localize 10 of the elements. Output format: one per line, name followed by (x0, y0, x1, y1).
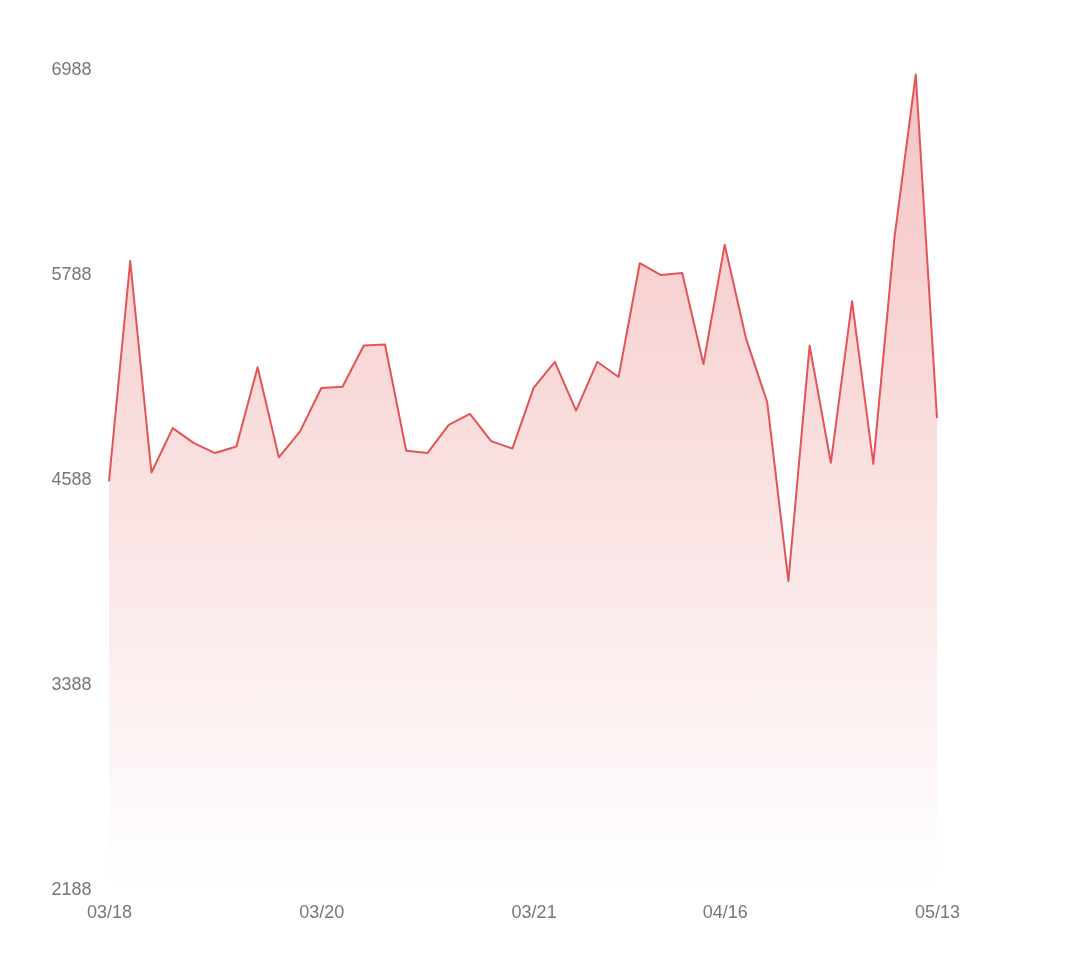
y-tick-label: 2188 (51, 878, 92, 899)
y-tick-label: 3388 (51, 673, 92, 694)
x-tick-label: 03/20 (299, 901, 345, 922)
x-tick-label: 04/16 (702, 901, 748, 922)
x-tick-label: 05/13 (914, 901, 961, 922)
x-tick-label: 03/18 (86, 901, 133, 922)
x-tick-label: 03/21 (511, 901, 557, 922)
y-tick-label: 6988 (51, 58, 92, 79)
y-tick-label: 4588 (51, 468, 92, 489)
y-tick-label: 5788 (51, 263, 92, 284)
